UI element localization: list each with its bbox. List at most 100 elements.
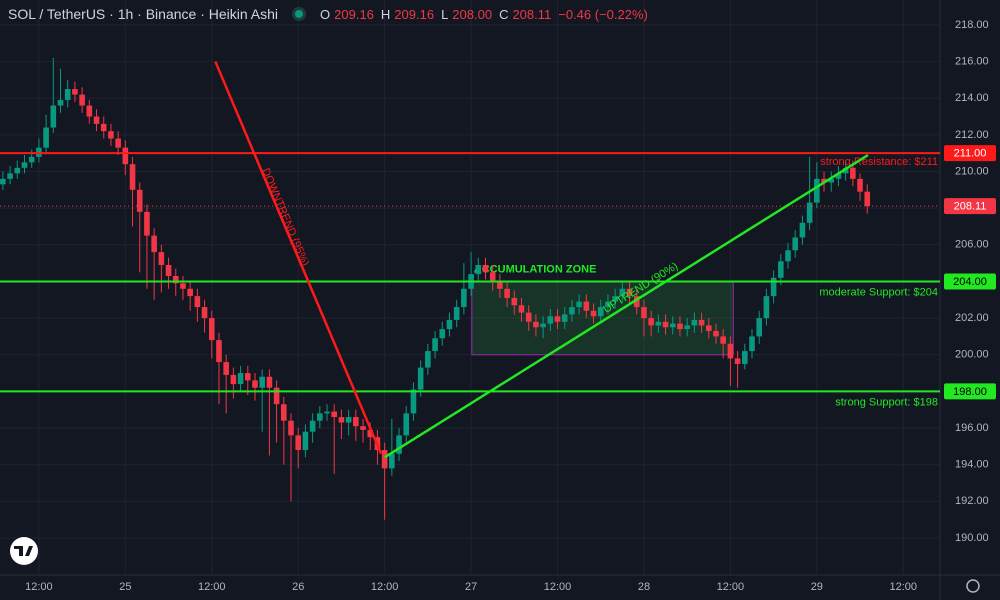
change-value: −0.46 (−0.22%) [558, 6, 648, 22]
zone-label: ACCUMULATION ZONE [474, 263, 597, 275]
candle-body [208, 318, 215, 341]
ohlc-label: C [499, 6, 509, 22]
candle-body [180, 283, 186, 289]
y-tick-label: 206.00 [955, 239, 989, 251]
candle-body [158, 252, 165, 265]
candle-body [734, 358, 741, 364]
candle-body [273, 387, 280, 405]
candle-body [727, 343, 734, 359]
ohlc-label: L [441, 6, 449, 22]
candle-body [835, 173, 842, 179]
candle-body [86, 105, 93, 117]
candle-body [497, 281, 503, 289]
candle-body [223, 362, 229, 375]
y-tick-label: 194.00 [955, 459, 989, 471]
candle-body [64, 89, 71, 101]
candle-body [655, 321, 662, 326]
ohlc-value: 209.16 [394, 6, 435, 22]
candle-body [698, 319, 705, 326]
chart-header: SOL / TetherUS · 1h · Binance · Heikin A… [8, 6, 651, 22]
candle-body [677, 323, 683, 330]
candle-body [187, 288, 193, 297]
candle-body [525, 312, 532, 322]
chart-title: SOL / TetherUS · 1h · Binance · Heikin A… [8, 6, 279, 22]
candle-body [778, 261, 784, 278]
candle-body [626, 288, 633, 297]
candle-body [828, 178, 835, 183]
candle-body [612, 296, 618, 302]
candle-body [453, 307, 460, 320]
candle-body [302, 431, 309, 451]
candle-body [597, 307, 604, 317]
candle-body [641, 307, 647, 319]
candle-body [288, 420, 294, 436]
candle-body [662, 321, 669, 328]
status-dot [292, 7, 307, 21]
trend-label: DOWNTREND (95%) [259, 166, 311, 268]
candle-body [533, 321, 539, 328]
x-tick-label: 12:00 [717, 581, 745, 593]
logo-bg [10, 537, 38, 565]
candle-body [749, 336, 755, 352]
x-tick-label: 27 [465, 581, 477, 593]
candle-body [389, 453, 395, 469]
current-price-label: 208.11 [954, 201, 987, 213]
candle-body [43, 127, 49, 148]
y-tick-label: 214.00 [955, 92, 989, 104]
candle-body [417, 367, 424, 390]
candle-body [684, 325, 690, 330]
candle-body [799, 222, 806, 238]
y-tick-label: 212.00 [955, 129, 989, 141]
settings-icon [966, 579, 980, 593]
trend-line [383, 153, 869, 459]
price-badge-label: 211.00 [954, 148, 987, 160]
candle-body [21, 162, 28, 168]
candle-body [850, 167, 856, 179]
level-label: strong Support: $198 [835, 396, 938, 408]
candle-body [317, 413, 323, 421]
candle-body [353, 417, 359, 427]
candle-body [821, 178, 827, 183]
candle-body [511, 297, 518, 306]
candle-body [814, 178, 820, 203]
x-tick-label: 12:00 [889, 581, 917, 593]
candle-body [151, 235, 157, 253]
candle-body [108, 131, 114, 139]
candle-body [410, 389, 417, 414]
candle-body [864, 191, 871, 207]
candle-body [165, 264, 172, 276]
candle-body [489, 272, 496, 282]
candle-body [136, 189, 143, 212]
candle-body [569, 307, 575, 315]
candle-body [756, 318, 763, 337]
candle-body [100, 123, 107, 132]
candle-body [518, 305, 525, 313]
logo-mark [14, 546, 33, 556]
ohlc-label: O [320, 6, 331, 22]
candle-body [367, 429, 374, 438]
candle-body [230, 374, 237, 385]
candle-body [50, 105, 57, 128]
candle-body [244, 373, 251, 381]
candle-body [475, 264, 482, 275]
y-tick-label: 202.00 [955, 312, 989, 324]
candle-body [770, 277, 777, 297]
candle-body [633, 296, 640, 308]
candle-body [324, 411, 330, 414]
candle-body [201, 307, 208, 319]
candle-body [237, 373, 244, 385]
price-badge [944, 383, 996, 400]
candle-body [842, 167, 849, 174]
candle-body [432, 338, 438, 352]
candle-body [79, 94, 85, 106]
candle-body [741, 351, 748, 364]
x-tick-label: 25 [119, 581, 131, 593]
x-tick-label: 29 [811, 581, 823, 593]
y-tick-label: 192.00 [955, 495, 989, 507]
candle-body [446, 319, 453, 330]
candle-body [605, 301, 611, 308]
candle-body [763, 296, 770, 319]
price-badge [944, 273, 996, 290]
